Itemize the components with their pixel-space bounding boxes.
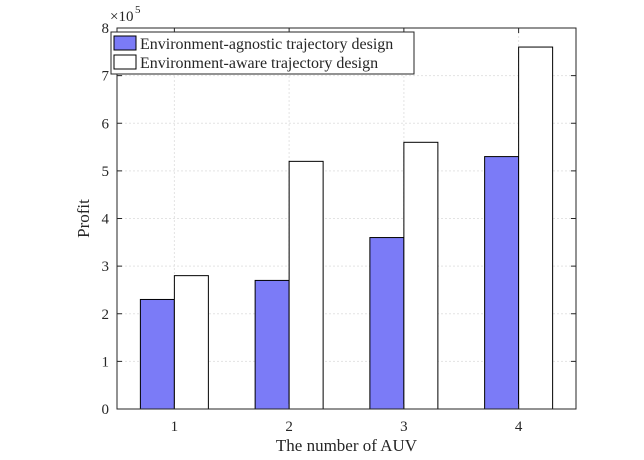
bar-series-2-auv-4 [518,46,554,410]
y-tick-label: 4 [102,212,110,228]
y-exponent-power: 5 [135,4,141,16]
bar-series-2-auv-3 [403,141,439,410]
bar-series-1-auv-1 [139,298,175,410]
y-tick-label: 3 [102,259,110,275]
y-tick-label: 6 [102,116,110,132]
bar-series-2-auv-1 [173,275,209,410]
x-tick-label: 1 [171,419,179,435]
legend: Environment-agnostic trajectory design E… [110,31,415,75]
bar-series-1-auv-2 [254,279,290,410]
bar-series-2-auv-2 [288,160,324,410]
y-tick-label: 1 [102,354,110,370]
axis-ticks [117,27,576,410]
y-tick-label: 2 [102,307,110,323]
legend-swatch-aware [113,54,137,70]
y-tick-label: 7 [102,69,110,85]
bars [139,46,554,410]
y-tick-label: 8 [102,21,110,37]
bar-series-1-auv-3 [369,237,405,410]
legend-box [110,31,415,75]
y-tick-label: 0 [102,402,110,418]
x-tick-label: 4 [515,419,523,435]
x-axis-label: The number of AUV [276,436,418,455]
tick-labels: 0 1 2 3 4 5 6 7 8 1 2 3 4 [102,21,523,435]
legend-swatch-agnostic [113,35,137,51]
y-tick-label: 5 [102,164,110,180]
legend-label-aware: Environment-aware trajectory design [140,55,378,72]
x-tick-label: 3 [400,419,408,435]
legend-label-agnostic: Environment-agnostic trajectory design [140,36,393,53]
x-tick-label: 2 [285,419,293,435]
y-exponent-base: ×10 [110,9,133,25]
y-axis-label: Profit [74,199,93,238]
bar-series-1-auv-4 [484,156,520,410]
